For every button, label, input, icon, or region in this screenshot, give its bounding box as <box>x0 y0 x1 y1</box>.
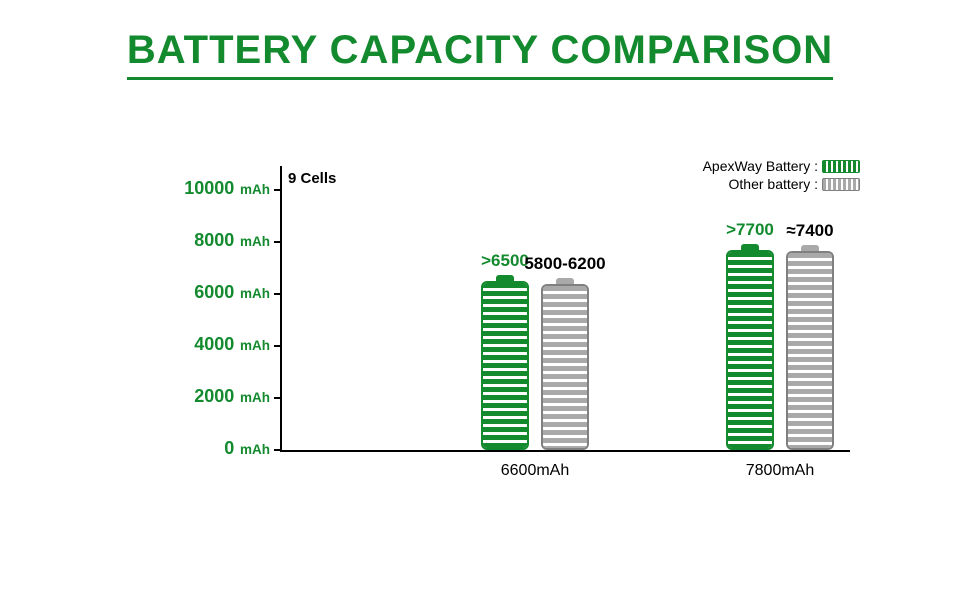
battery-bar: 5800-6200 <box>541 284 589 450</box>
y-tick-label: 8000 mAh <box>170 230 270 251</box>
y-tick-label: 4000 mAh <box>170 334 270 355</box>
x-axis-category-label: 6600mAh <box>501 462 570 480</box>
x-axis-line <box>280 450 850 452</box>
y-tick-label: 10000 mAh <box>170 178 270 199</box>
battery-bar: >6500 <box>481 281 529 450</box>
y-tick-label: 2000 mAh <box>170 386 270 407</box>
chart-legend: ApexWay Battery : Other battery : <box>703 158 860 194</box>
legend-label: ApexWay Battery : <box>703 158 818 174</box>
page-title: BATTERY CAPACITY COMPARISON <box>127 28 833 80</box>
bar-value-label: >6500 <box>481 251 529 271</box>
bar-value-label: 5800-6200 <box>524 254 605 274</box>
legend-label: Other battery : <box>729 176 818 192</box>
battery-bar: ≈7400 <box>786 251 834 450</box>
legend-swatch <box>822 178 860 191</box>
legend-item: Other battery : <box>703 176 860 192</box>
plot-subtitle: 9 Cells <box>288 170 336 187</box>
y-tick-label: 0 mAh <box>170 438 270 459</box>
legend-item: ApexWay Battery : <box>703 158 860 174</box>
legend-swatch <box>822 160 860 173</box>
y-axis-line <box>280 166 282 450</box>
battery-cap-icon <box>741 244 759 250</box>
bar-value-label: >7700 <box>726 220 774 240</box>
battery-bar: >7700 <box>726 250 774 450</box>
battery-cap-icon <box>556 278 574 284</box>
x-axis-category-label: 7800mAh <box>746 462 815 480</box>
y-tick-label: 6000 mAh <box>170 282 270 303</box>
battery-comparison-chart: 9 Cells ApexWay Battery : Other battery :… <box>170 150 870 490</box>
bar-value-label: ≈7400 <box>786 221 833 241</box>
